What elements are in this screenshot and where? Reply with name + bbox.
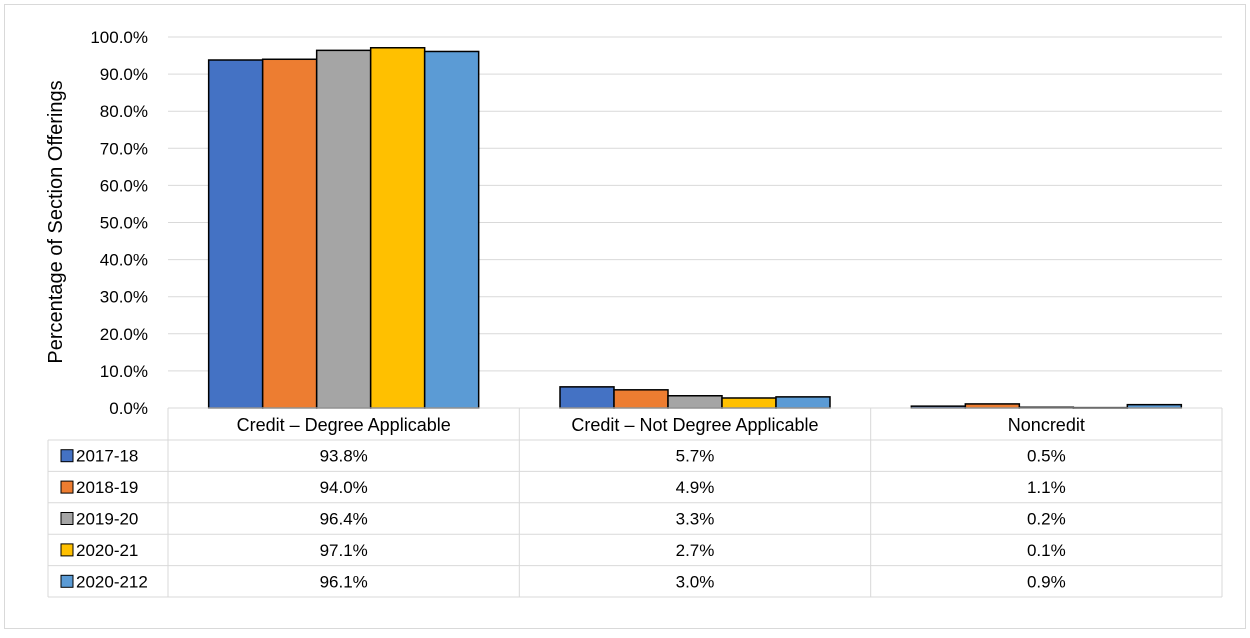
bar [667,395,723,409]
bar [1126,403,1183,409]
data-label: 5.7% [676,447,715,466]
data-label: 4.9% [676,478,715,497]
y-tick-label: 60.0% [100,176,148,195]
category-label: Credit – Not Degree Applicable [571,415,818,435]
data-label: 96.4% [320,510,368,529]
legend-label: 2020-212 [76,572,148,591]
y-tick-label: 30.0% [100,288,148,307]
data-label: 96.1% [320,572,368,591]
data-label: 2.7% [676,541,715,560]
category-label: Noncredit [1008,415,1085,435]
y-axis-tick-labels: 0.0% 10.0% 20.0% 30.0% 40.0% 50.0% 60.0% 70.0% 8… [90,28,148,418]
y-tick-label: 100.0% [90,28,148,47]
legend-label: 2020-21 [76,541,138,560]
y-tick-label: 0.0% [109,399,148,418]
bar [423,50,480,409]
data-label: 93.8% [320,447,368,466]
legend-label: 2018-19 [76,478,138,497]
bars [207,47,1183,409]
data-label: 0.9% [1027,572,1066,591]
y-tick-label: 70.0% [100,139,148,158]
bar [964,403,1021,409]
y-tick-label: 20.0% [100,325,148,344]
legend-swatch [60,512,74,525]
category-label: Credit – Degree Applicable [237,415,451,435]
bar [261,58,318,409]
data-label: 94.0% [320,478,368,497]
data-label: 97.1% [320,541,368,560]
bar [369,47,426,409]
data-label: 1.1% [1027,478,1066,497]
data-label: 0.2% [1027,510,1066,529]
y-tick-label: 10.0% [100,362,148,381]
data-label: 0.5% [1027,447,1066,466]
chart-border [4,4,1246,629]
legend-swatch [60,480,74,494]
bar [721,397,777,409]
y-tick-label: 50.0% [100,214,148,233]
y-tick-label: 80.0% [100,102,148,121]
data-table: Credit – Degree Applicable Credit – Not D… [47,407,1223,598]
bar [613,389,669,409]
bar [775,396,831,409]
legend-swatch [60,449,74,463]
y-tick-label: 40.0% [100,251,148,270]
data-label: 3.3% [676,510,715,529]
data-label: 3.0% [676,572,715,591]
legend-swatch [60,543,74,557]
bar [559,386,615,409]
bar [207,59,264,409]
y-tick-label: 90.0% [100,65,148,84]
legend-label: 2017-18 [76,447,138,466]
bar [315,49,372,409]
legend-label: 2019-20 [76,510,138,529]
y-axis-label: Percentage of Section Offerings [45,80,67,363]
legend-swatch [60,574,74,588]
data-label: 0.1% [1027,541,1066,560]
